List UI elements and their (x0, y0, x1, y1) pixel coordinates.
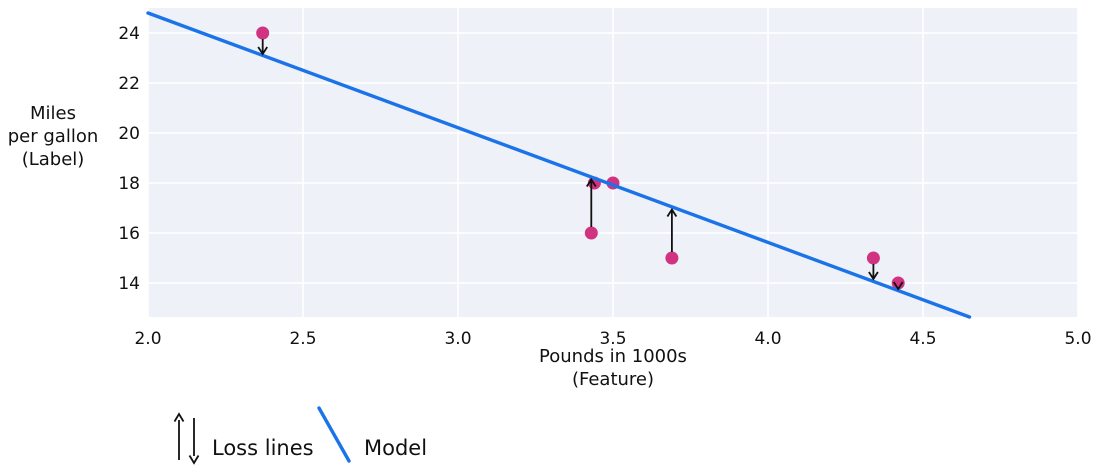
x-tick-label: 2.0 (134, 329, 161, 349)
loss-arrow-down (892, 281, 904, 291)
x-tick-label: 4.5 (909, 329, 936, 349)
x-axis-tick-labels: 2.0 2.5 3.0 3.5 4.0 4.5 5.0 (134, 329, 1091, 349)
x-tick-label: 2.5 (289, 329, 316, 349)
legend: Loss lines Model (173, 406, 427, 465)
model-legend-item: Model (317, 406, 427, 463)
model-line-icon (317, 406, 351, 463)
loss-arrow-down (868, 264, 879, 281)
loss-arrows (257, 39, 904, 291)
x-tick-label: 3.0 (444, 329, 471, 349)
model-legend-label: Model (364, 436, 427, 460)
up-arrow-icon (173, 412, 185, 460)
loss-arrow-up (586, 177, 597, 227)
loss-arrow-head (892, 281, 904, 291)
y-tick-label: 20 (118, 124, 140, 144)
loss-arrow-up (666, 207, 678, 252)
y-tick-label: 14 (118, 274, 140, 294)
loss-arrow-head (868, 271, 879, 281)
x-tick-label: 4.0 (754, 329, 781, 349)
loss-lines-legend-item: Loss lines (173, 412, 314, 465)
loss-arrow-head (586, 177, 597, 187)
x-axis-label: Pounds in 1000s (Feature) (539, 346, 687, 390)
data-point (256, 26, 270, 40)
x-axis-label-line1: Pounds in 1000s (539, 346, 687, 367)
y-tick-label: 22 (118, 74, 140, 94)
loss-arrow-head (257, 46, 268, 56)
y-tick-label: 24 (118, 24, 140, 44)
y-axis-label: Miles per gallon (Label) (8, 103, 99, 170)
data-point (584, 226, 598, 240)
loss-arrow-head (666, 207, 678, 217)
data-point (891, 276, 905, 290)
y-axis-label-line1: Miles (30, 103, 76, 124)
y-axis-tick-labels: 14 16 18 20 22 24 (118, 24, 140, 294)
model-line (146, 11, 972, 319)
loss-lines-legend-label: Loss lines (212, 436, 314, 460)
y-axis-label-line2: per gallon (8, 126, 99, 147)
y-axis-label-line3: (Label) (22, 149, 85, 170)
y-tick-label: 18 (118, 174, 140, 194)
x-tick-label: 3.5 (599, 329, 626, 349)
down-arrow-icon (188, 418, 200, 465)
data-point (866, 251, 880, 265)
loss-arrow-down (257, 39, 268, 56)
x-axis-label-line2: (Feature) (572, 369, 654, 390)
x-tick-label: 5.0 (1064, 329, 1091, 349)
data-point (665, 251, 679, 265)
y-tick-label: 16 (118, 224, 140, 244)
